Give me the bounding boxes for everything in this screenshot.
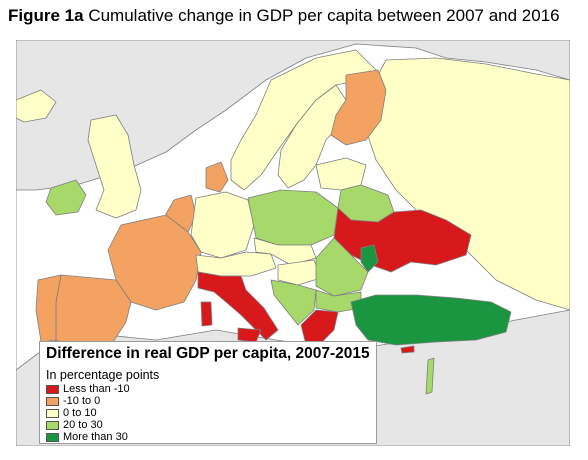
legend-item-label: More than 30: [63, 431, 128, 443]
region-italy: [197, 271, 279, 341]
region-iceland: [16, 89, 57, 123]
legend-items: Less than -10 -10 to 0 0 to 10 20 to 30 …: [46, 383, 370, 443]
region-romania: [315, 237, 369, 297]
figure-label: Figure 1a: [8, 6, 84, 25]
region-moldova: [360, 244, 379, 273]
legend-swatch: [46, 408, 59, 418]
region-germany: [190, 191, 255, 259]
legend-subtitle: In percentage points: [46, 368, 160, 382]
legend-item: 20 to 30: [46, 419, 370, 431]
legend-item-label: 0 to 10: [63, 407, 97, 419]
region-turkey: [350, 294, 512, 346]
legend-item: More than 30: [46, 431, 370, 443]
region-norway: [230, 49, 377, 191]
legend-item: -10 to 0: [46, 395, 370, 407]
region-denmark: [205, 161, 229, 193]
region-hungary: [277, 259, 322, 286]
legend-swatch: [46, 396, 59, 406]
legend-title: Difference in real GDP per capita, 2007-…: [46, 345, 370, 362]
legend-item-label: -10 to 0: [63, 395, 101, 407]
region-portugal: [35, 274, 62, 343]
figure-title-text: Cumulative change in GDP per capita betw…: [88, 6, 560, 25]
figure-title: Figure 1a Cumulative change in GDP per c…: [8, 6, 560, 26]
region-western-balkans: [270, 279, 317, 326]
legend-item-label: Less than -10: [63, 383, 130, 395]
region-ireland: [45, 179, 87, 216]
map-legend: Difference in real GDP per capita, 2007-…: [39, 341, 377, 444]
region-sardinia: [200, 301, 213, 327]
region-levant: [425, 357, 435, 395]
region-sweden: [277, 84, 347, 189]
region-poland: [247, 189, 339, 246]
region-uk: [87, 114, 142, 219]
legend-swatch: [46, 432, 59, 442]
legend-item: 0 to 10: [46, 407, 370, 419]
legend-swatch: [46, 420, 59, 430]
region-cyprus: [400, 345, 415, 354]
legend-swatch: [46, 384, 59, 394]
region-france: [107, 214, 202, 311]
legend-item-label: 20 to 30: [63, 419, 103, 431]
region-finland: [330, 69, 387, 146]
legend-item: Less than -10: [46, 383, 370, 395]
